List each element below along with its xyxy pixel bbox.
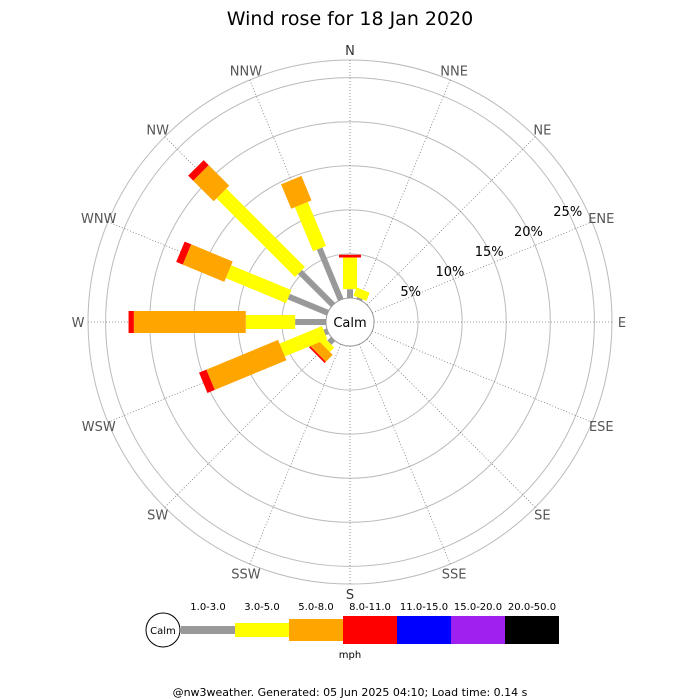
direction-label-w: W [72, 316, 85, 331]
spoke-se [366, 338, 536, 508]
calm-circle: Calm [325, 297, 375, 347]
bar-nw-8.0-11.0 [188, 160, 209, 181]
bar-wnw-8.0-11.0 [176, 241, 192, 265]
direction-label-n: N [345, 44, 355, 59]
bar-nnw-5.0-8.0 [281, 175, 312, 209]
bar-nw-3.0-5.0 [216, 188, 305, 277]
bar-wnw-1.0-3.0 [287, 293, 329, 316]
legend-label-3.0-5.0: 3.0-5.0 [244, 602, 279, 613]
direction-label-sw: SW [147, 508, 168, 523]
direction-label-e: E [618, 316, 626, 331]
direction-label-nne: NNE [440, 65, 468, 80]
bar-wsw-5.0-8.0 [206, 339, 287, 390]
direction-labels: N NNE NE ENE E ESE SE SSE S SSW SW WSW W WNW NW NNW [72, 44, 627, 603]
spoke-ssw [249, 344, 342, 565]
direction-label-ese: ESE [589, 420, 614, 435]
bar-sw-5.0-8.0 [310, 339, 333, 362]
bar-wsw-8.0-11.0 [199, 369, 215, 393]
bar-wsw-3.0-5.0 [279, 326, 328, 357]
direction-label-wsw: WSW [82, 420, 116, 435]
legend-swatch-20.0-50.0 [505, 616, 559, 644]
direction-label-wnw: WNW [81, 212, 117, 227]
wind-bars [128, 160, 370, 393]
legend-label-11.0-15.0: 11.0-15.0 [400, 602, 448, 613]
legend: Calm 1.0-3.0 3.0-5.0 5.0-8.0 8.0-11.0 11.0-15… [145, 602, 559, 648]
legend-label-15.0-20.0: 15.0-20.0 [454, 602, 502, 613]
bar-wnw-5.0-8.0 [182, 244, 233, 282]
spoke-ese [372, 330, 593, 423]
legend-swatch-15.0-20.0 [451, 616, 505, 644]
ring-label-20pct: 20% [514, 225, 543, 240]
legend-swatch-3.0-5.0 [235, 623, 289, 637]
legend-label-1.0-3.0: 1.0-3.0 [190, 602, 225, 613]
ring-label-5pct: 5% [400, 285, 421, 300]
legend-swatch-1.0-3.0 [181, 626, 235, 634]
spoke-sw [164, 338, 334, 508]
legend-swatch-11.0-15.0 [397, 616, 451, 644]
direction-label-s: S [346, 588, 354, 603]
bar-nw-5.0-8.0 [193, 165, 230, 202]
chart-title: Wind rose for 18 Jan 2020 [227, 8, 474, 30]
unit-label: mph [339, 650, 361, 661]
direction-label-ene: ENE [588, 212, 614, 227]
ring-25pct [105, 77, 595, 567]
bar-wsw-1.0-3.0 [323, 328, 329, 336]
spoke-sse [358, 344, 451, 565]
bar-nnw-3.0-5.0 [294, 201, 327, 252]
direction-label-ssw: SSW [231, 567, 261, 582]
legend-label-5.0-8.0: 5.0-8.0 [298, 602, 333, 613]
bar-nne-3.0-5.0 [353, 287, 370, 301]
legend-label-20.0-50.0: 20.0-50.0 [508, 602, 556, 613]
ring-label-25pct: 25% [553, 205, 582, 220]
ring-label-15pct: 15% [475, 245, 504, 260]
bar-wnw-3.0-5.0 [225, 265, 292, 304]
direction-label-ne: NE [533, 124, 551, 139]
direction-label-se: SE [534, 508, 550, 523]
direction-label-nw: NW [146, 124, 169, 139]
legend-calm-circle [145, 612, 181, 648]
spoke-nne [358, 79, 451, 300]
legend-label-8.0-11.0: 8.0-11.0 [349, 602, 391, 613]
bar-nnw-1.0-3.0 [316, 247, 344, 301]
footer-text: @nw3weather. Generated: 05 Jun 2025 04:1… [173, 686, 528, 699]
ring-labels: 5% 10% 15% 20% 25% [400, 205, 582, 300]
spoke-ene [372, 221, 593, 314]
bar-sw-8.0-11.0 [309, 346, 326, 363]
direction-label-sse: SSE [442, 567, 467, 582]
direction-label-nnw: NNW [230, 65, 262, 80]
ring-label-10pct: 10% [435, 265, 464, 280]
legend-swatch-5.0-8.0 [289, 619, 343, 641]
bar-sw-1.0-3.0 [327, 336, 336, 345]
calm-label: Calm [333, 316, 366, 331]
spoke-ne [366, 136, 536, 306]
bar-sw-3.0-5.0 [319, 337, 335, 353]
legend-calm-label: Calm [150, 626, 176, 637]
legend-swatch-8.0-11.0 [343, 616, 397, 644]
bar-nw-1.0-3.0 [297, 269, 336, 308]
